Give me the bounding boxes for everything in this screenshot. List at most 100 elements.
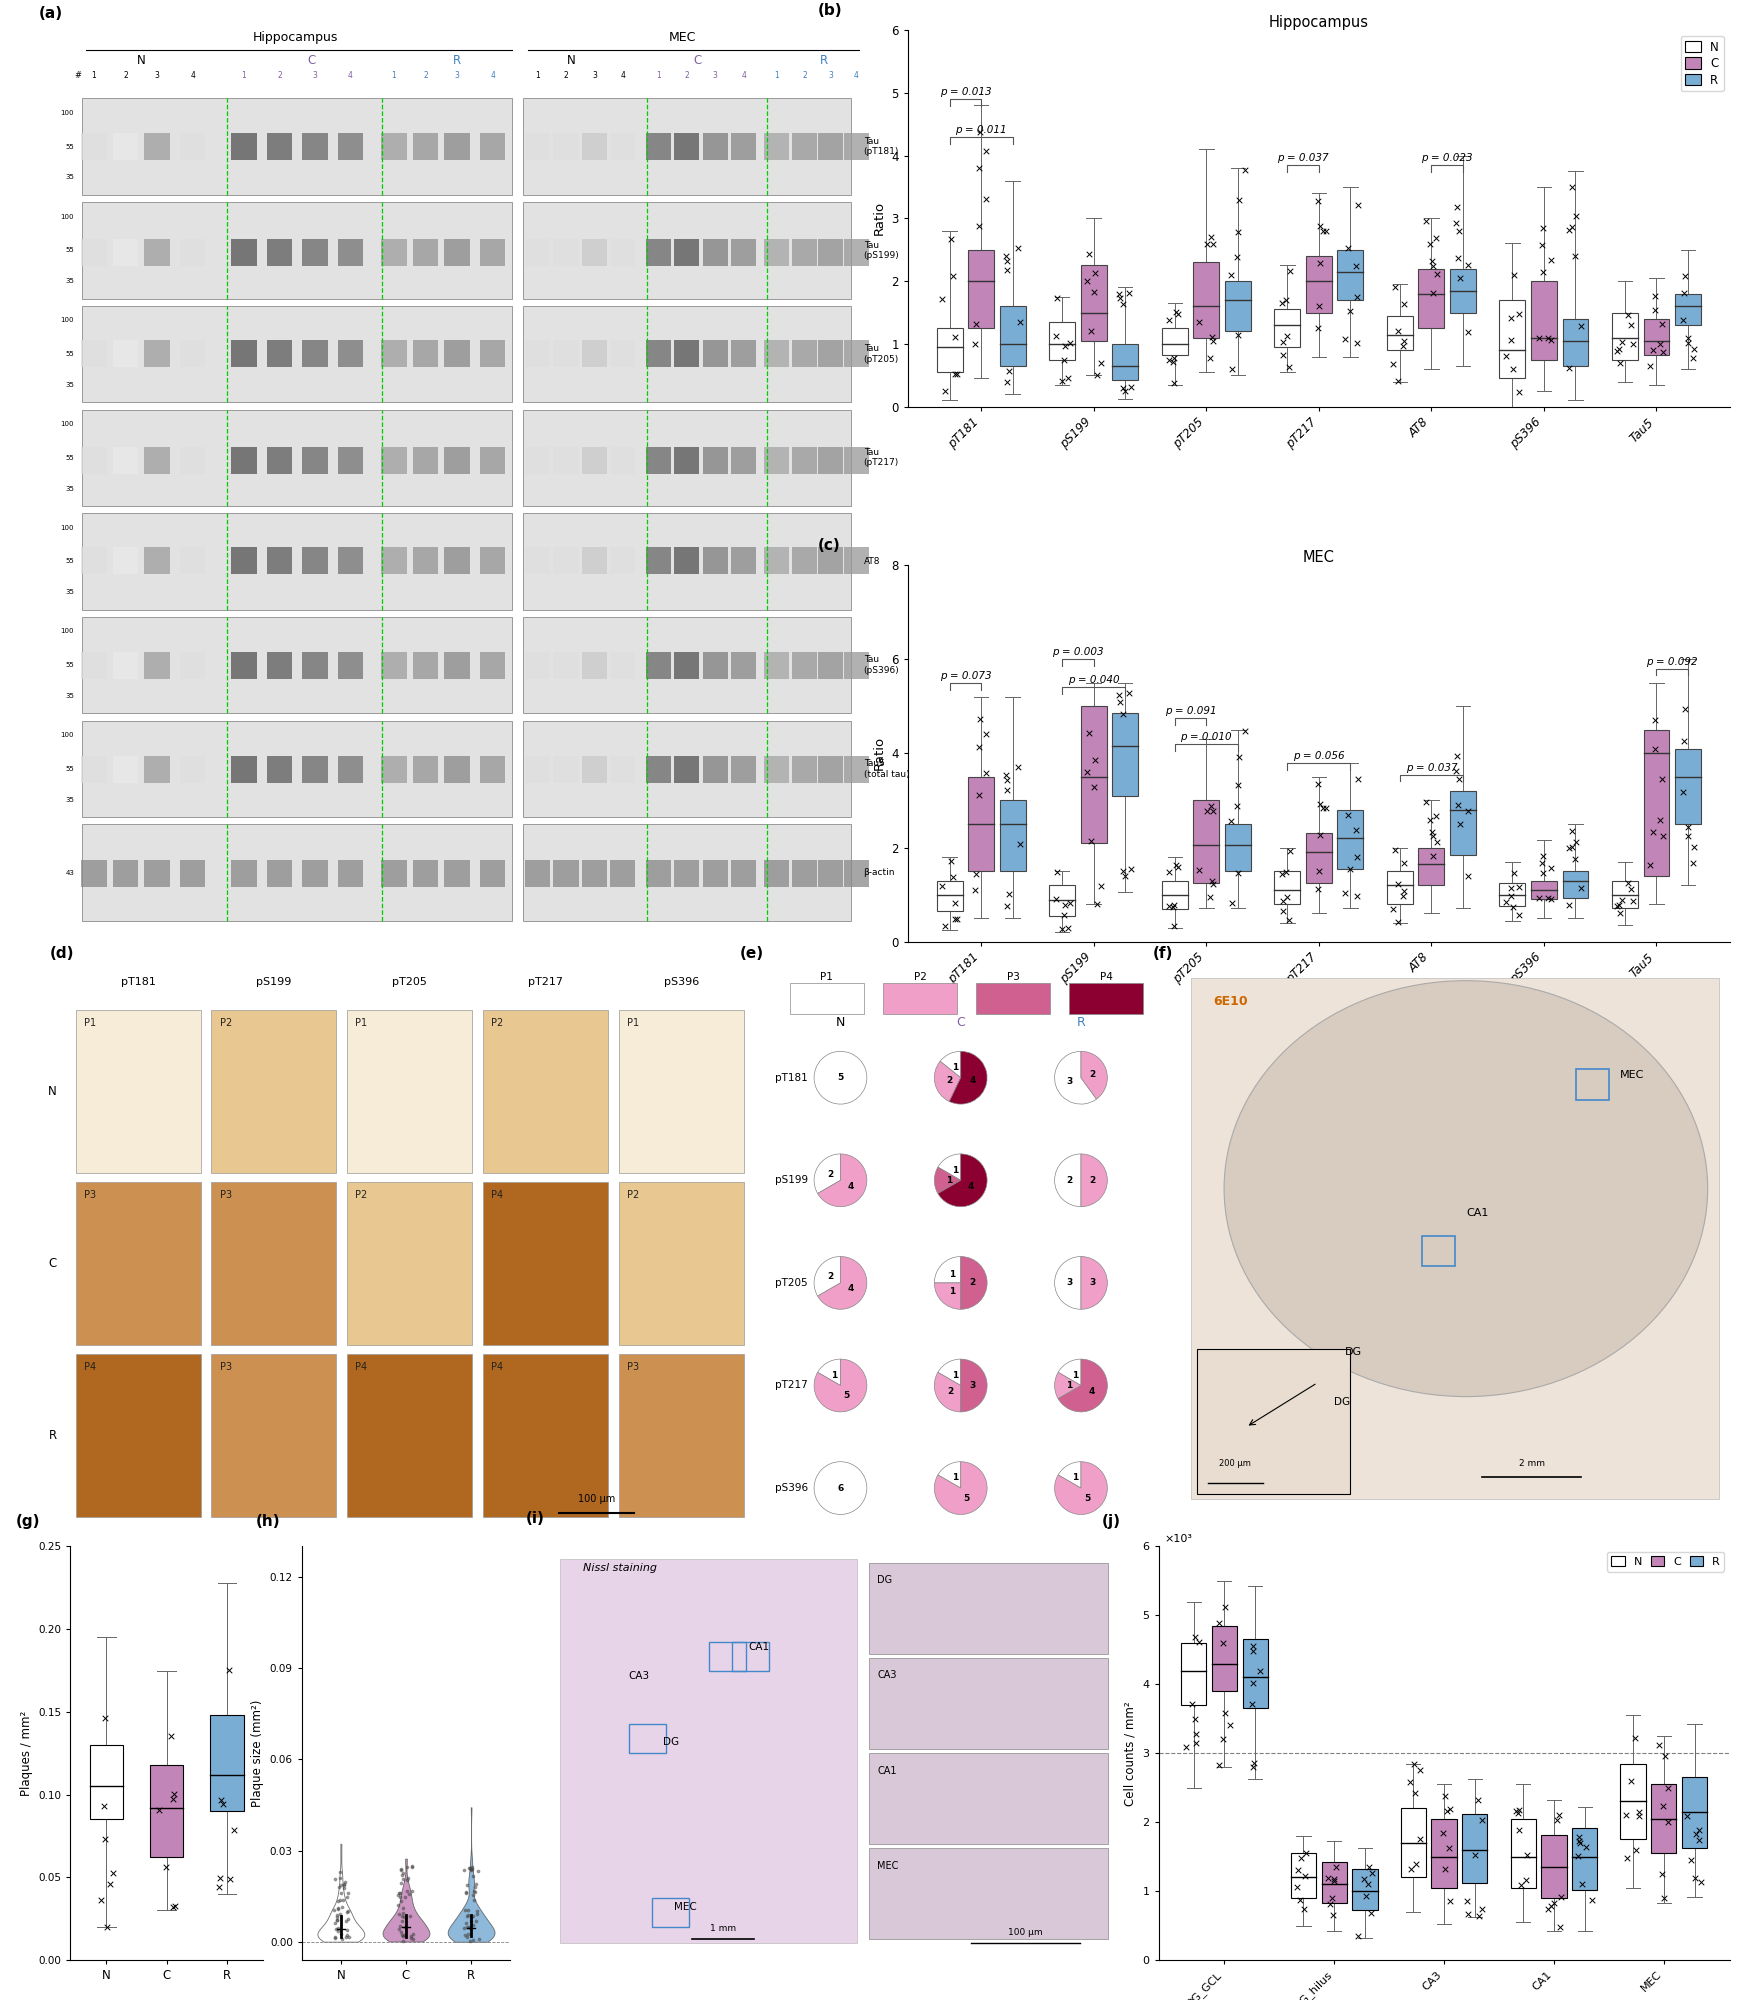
Point bbox=[1444, 808, 1472, 840]
Bar bbox=[412, 860, 437, 888]
Point bbox=[456, 1900, 484, 1932]
Point bbox=[1608, 884, 1636, 916]
Text: 2 mm: 2 mm bbox=[1518, 1458, 1544, 1468]
Point bbox=[1418, 250, 1446, 282]
Point bbox=[960, 328, 988, 360]
Bar bbox=[646, 546, 670, 574]
Point bbox=[1239, 1746, 1267, 1778]
Point bbox=[1406, 1754, 1434, 1786]
Text: 4: 4 bbox=[347, 72, 353, 80]
Bar bbox=[553, 756, 579, 784]
Text: 4: 4 bbox=[490, 72, 495, 80]
Bar bbox=[90, 1744, 123, 1820]
Bar bbox=[337, 446, 363, 474]
Bar bbox=[525, 756, 549, 784]
Wedge shape bbox=[937, 1360, 960, 1386]
Bar bbox=[523, 824, 851, 920]
Point bbox=[460, 1860, 488, 1892]
Text: 2: 2 bbox=[277, 72, 281, 80]
Point bbox=[1106, 282, 1134, 314]
Point bbox=[995, 356, 1023, 388]
Bar bbox=[1322, 1862, 1346, 1904]
Bar bbox=[112, 240, 139, 266]
Point bbox=[1560, 240, 1588, 272]
Point bbox=[458, 1924, 486, 1956]
Bar bbox=[149, 1764, 183, 1858]
Point bbox=[1499, 258, 1527, 290]
Point bbox=[1239, 1668, 1267, 1700]
Bar bbox=[1386, 872, 1413, 904]
Point bbox=[326, 1924, 355, 1956]
Bar bbox=[792, 446, 816, 474]
Bar bbox=[525, 652, 549, 678]
Bar bbox=[618, 1182, 742, 1346]
Point bbox=[1114, 276, 1143, 308]
Bar bbox=[337, 240, 363, 266]
Bar bbox=[763, 446, 790, 474]
Point bbox=[1678, 342, 1706, 374]
Point bbox=[388, 1924, 416, 1956]
Point bbox=[1343, 190, 1371, 222]
Text: P1: P1 bbox=[84, 1018, 97, 1028]
Point bbox=[1334, 800, 1362, 832]
Bar bbox=[1562, 318, 1588, 366]
Bar bbox=[1311, 1358, 1344, 1388]
Point bbox=[465, 1924, 493, 1956]
Point bbox=[1318, 1862, 1346, 1894]
Text: pS396: pS396 bbox=[774, 1484, 807, 1494]
Point bbox=[319, 1894, 347, 1926]
Point bbox=[1079, 770, 1107, 802]
Point bbox=[1648, 1858, 1676, 1890]
Point bbox=[1613, 866, 1641, 898]
Bar bbox=[553, 546, 579, 574]
Point bbox=[1079, 744, 1107, 776]
Point bbox=[1504, 872, 1532, 904]
Point bbox=[397, 1922, 425, 1954]
Bar bbox=[1337, 250, 1362, 300]
Point bbox=[1106, 686, 1134, 718]
Text: P3: P3 bbox=[627, 1362, 639, 1372]
Point bbox=[1680, 830, 1708, 862]
Bar bbox=[611, 546, 635, 574]
Point bbox=[1109, 374, 1137, 406]
Text: 2: 2 bbox=[684, 72, 688, 80]
Point bbox=[160, 1778, 188, 1810]
Point bbox=[1199, 324, 1227, 356]
Point bbox=[1223, 216, 1251, 248]
Point bbox=[1557, 210, 1585, 242]
Point bbox=[1685, 1824, 1713, 1856]
Point bbox=[209, 1788, 237, 1820]
Point bbox=[326, 1876, 355, 1908]
Point bbox=[1343, 762, 1371, 794]
Bar bbox=[523, 514, 851, 610]
Bar bbox=[347, 1182, 472, 1346]
Bar bbox=[144, 446, 170, 474]
Point bbox=[451, 1908, 479, 1940]
Text: CA1: CA1 bbox=[1465, 1208, 1488, 1218]
Text: N: N bbox=[567, 54, 576, 66]
Point bbox=[1304, 312, 1332, 344]
Point bbox=[393, 1862, 421, 1894]
Point bbox=[1644, 1730, 1673, 1762]
Text: Tau
(pS396): Tau (pS396) bbox=[863, 656, 899, 674]
Point bbox=[1197, 866, 1225, 898]
Bar bbox=[844, 652, 869, 678]
Point bbox=[1650, 1740, 1678, 1772]
Wedge shape bbox=[934, 1062, 960, 1102]
Point bbox=[1199, 228, 1227, 260]
Point bbox=[1313, 1862, 1341, 1894]
Bar bbox=[883, 984, 956, 1014]
Text: 5: 5 bbox=[963, 1494, 969, 1502]
Point bbox=[1185, 854, 1213, 886]
Point bbox=[1527, 846, 1555, 878]
Point bbox=[456, 1924, 484, 1956]
Point bbox=[960, 874, 988, 906]
Bar bbox=[646, 860, 670, 888]
Point bbox=[323, 1916, 351, 1948]
Point bbox=[456, 1912, 484, 1944]
Bar bbox=[844, 132, 869, 160]
Text: P3: P3 bbox=[219, 1362, 232, 1372]
Bar bbox=[381, 546, 407, 574]
Bar bbox=[674, 546, 698, 574]
Bar bbox=[1162, 328, 1186, 356]
